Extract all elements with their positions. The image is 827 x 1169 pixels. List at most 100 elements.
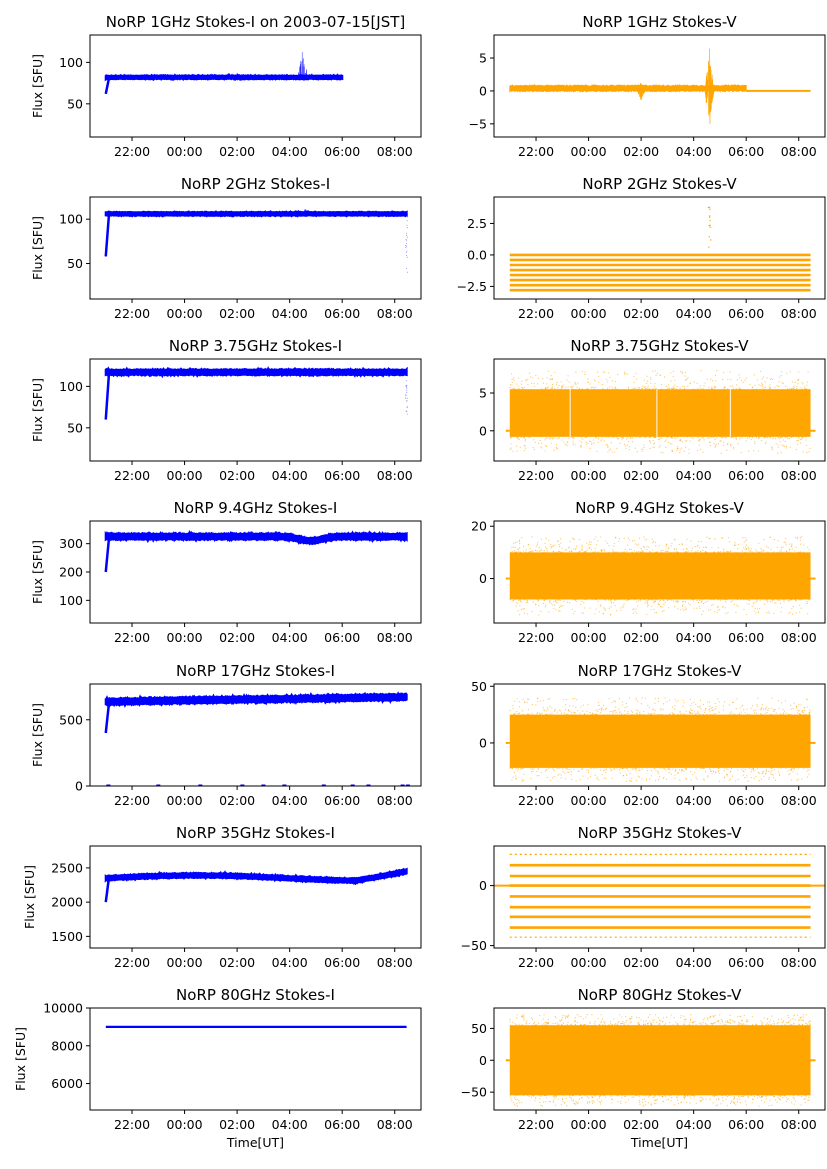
stokes-v-outlier — [515, 1105, 517, 1107]
stokes-v-outlier — [705, 551, 707, 553]
stokes-v-outlier — [703, 385, 705, 387]
stokes-v-outlier — [781, 551, 783, 553]
stokes-v-outlier — [586, 1101, 589, 1103]
stokes-v-outlier — [547, 386, 549, 388]
stokes-v-outlier — [674, 379, 676, 381]
stokes-v-outlier — [647, 385, 649, 387]
stokes-v-outlier — [689, 712, 691, 714]
stokes-v-outlier — [672, 713, 674, 715]
stokes-v-outlier — [605, 771, 607, 774]
x-tick-label: 00:00 — [167, 468, 203, 483]
stokes-v-outlier — [775, 443, 777, 445]
stokes-v-outlier — [596, 713, 598, 715]
stokes-v-outlier — [655, 1103, 657, 1105]
stokes-v-outlier — [670, 380, 672, 382]
stokes-v-outlier — [722, 379, 724, 381]
stokes-v-outlier — [770, 1094, 772, 1096]
stokes-i-trace — [104, 73, 344, 82]
stokes-v-outlier — [773, 551, 775, 553]
stokes-v-outlier — [675, 1021, 677, 1023]
y-tick-label: 0 — [479, 735, 487, 750]
stokes-v-outlier — [638, 537, 641, 539]
stokes-v-outlier — [808, 713, 810, 715]
stokes-v-outlier — [792, 768, 795, 770]
stokes-v-outlier — [649, 440, 651, 442]
stokes-v-outlier — [509, 1018, 511, 1020]
stokes-v-outlier — [573, 768, 575, 770]
stokes-v-outlier — [617, 374, 619, 376]
stokes-v-outlier — [621, 1022, 623, 1025]
stokes-v-outlier — [530, 1017, 533, 1019]
stokes-v-outlier — [737, 1024, 739, 1026]
stokes-v-outlier — [766, 599, 768, 601]
stokes-v-outlier — [807, 371, 809, 373]
stokes-v-outlier — [696, 607, 698, 609]
stokes-v-outlier — [771, 601, 773, 603]
stokes-v-outlier — [588, 1101, 590, 1103]
stokes-v-burst-0 — [709, 208, 711, 210]
stokes-v-outlier — [709, 767, 711, 770]
stokes-v-outlier — [740, 379, 743, 382]
stokes-v-outlier — [596, 778, 598, 780]
stokes-v-outlier — [594, 613, 596, 615]
y-tick-label: 20 — [471, 519, 487, 534]
x-tick-label: 00:00 — [167, 306, 203, 321]
stokes-v-outlier — [612, 549, 614, 551]
stokes-v-outlier — [582, 612, 584, 614]
stokes-v-outlier — [647, 388, 649, 390]
stokes-v-outlier — [639, 769, 641, 772]
stokes-v-outlier — [542, 1101, 545, 1103]
axes-frame — [89, 196, 422, 300]
stokes-v-outlier — [614, 380, 617, 383]
stokes-v-outlier — [516, 711, 518, 713]
stokes-v-outlier — [744, 537, 747, 539]
stokes-v-outlier — [517, 610, 519, 612]
stokes-v-outlier — [608, 551, 610, 553]
stokes-v-outlier — [734, 713, 736, 716]
stokes-v-outlier — [521, 779, 523, 781]
stokes-v-outlier — [577, 709, 579, 712]
stokes-v-outlier — [639, 436, 641, 438]
stokes-v-outlier — [561, 712, 563, 714]
stokes-v-outlier — [594, 1024, 596, 1026]
stokes-v-outlier — [712, 770, 714, 772]
chart-title: NoRP 2GHz Stokes-V — [582, 175, 737, 193]
stokes-v-outlier — [541, 1105, 543, 1107]
stokes-v-outlier — [513, 542, 515, 544]
stokes-v-outlier — [650, 775, 653, 777]
stokes-v-outlier — [531, 1096, 533, 1098]
stokes-v-outlier — [736, 598, 739, 601]
stokes-v-outlier — [781, 382, 783, 384]
stokes-v-outlier — [633, 550, 635, 552]
stokes-v-outlier — [727, 1094, 730, 1097]
stokes-v-outlier — [627, 598, 630, 601]
stokes-v-outlier — [771, 773, 773, 776]
y-tick-label: 6000 — [51, 1076, 83, 1091]
stokes-v-outlier — [629, 598, 631, 601]
chart-title: NoRP 3.75GHz Stokes-I — [169, 337, 342, 355]
stokes-v-outlier — [560, 605, 563, 607]
stokes-v-outlier — [737, 543, 740, 546]
stokes-v-outlier — [641, 387, 643, 390]
stokes-v-outlier — [575, 1100, 577, 1102]
stokes-v-outlier — [756, 704, 758, 706]
stokes-v-outlier — [625, 1101, 627, 1103]
stokes-v-outlier — [689, 383, 691, 385]
stokes-v-outlier — [649, 447, 651, 450]
stokes-v-outlier — [658, 776, 661, 778]
stokes-v-outlier — [800, 1104, 802, 1106]
stokes-v-outlier — [572, 1100, 575, 1102]
stokes-v-outlier — [648, 388, 651, 390]
stokes-v-outlier — [627, 544, 629, 546]
stokes-v-outlier — [747, 1095, 749, 1097]
stokes-v-outlier — [537, 701, 539, 703]
stokes-v-outlier — [598, 1024, 601, 1026]
stokes-v-outlier — [792, 436, 794, 438]
stokes-v-outlier — [662, 1020, 664, 1023]
stokes-v-outlier — [576, 545, 578, 547]
stokes-v-outlier — [518, 438, 520, 441]
stokes-v-outlier — [607, 372, 610, 374]
stokes-v-outlier — [726, 1095, 729, 1098]
stokes-v-outlier — [564, 549, 566, 551]
stokes-v-outlier — [603, 767, 606, 769]
